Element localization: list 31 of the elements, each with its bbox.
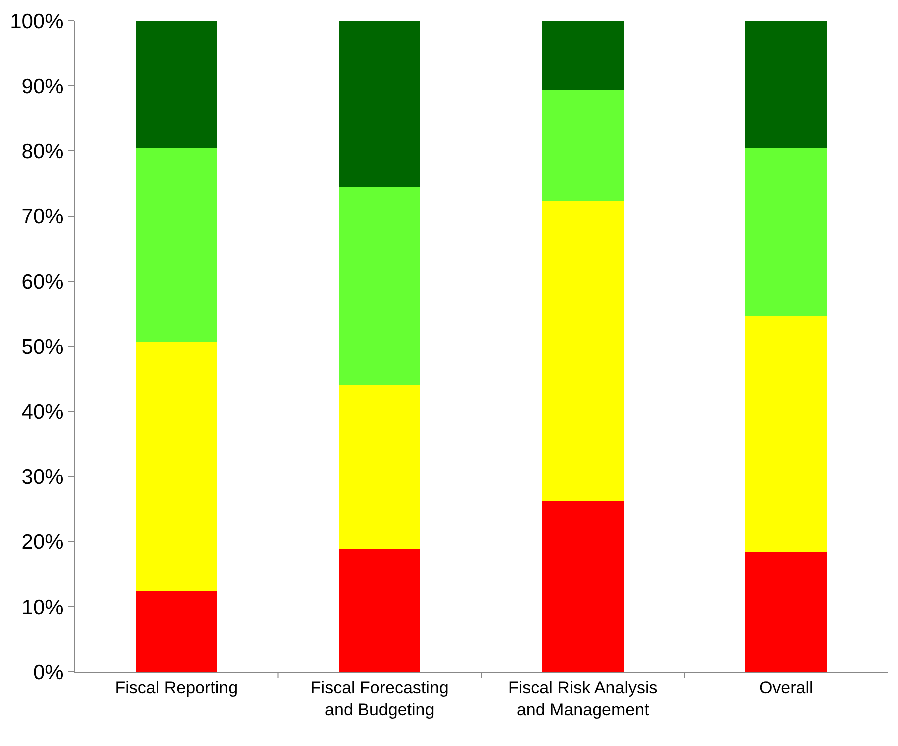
- x-tick-label: Overall: [759, 678, 814, 698]
- bar: [339, 188, 421, 386]
- bar: [542, 21, 624, 91]
- bar: [542, 500, 624, 672]
- bar: [746, 316, 828, 552]
- bar: [746, 21, 828, 149]
- y-tick-label: 0%: [33, 661, 64, 684]
- bar: [339, 386, 421, 550]
- x-tick-label: Fiscal Risk Analysis and Management: [508, 678, 658, 720]
- y-tick-label: 10%: [22, 596, 64, 620]
- bar: [339, 550, 421, 672]
- y-tick-label: 20%: [22, 531, 64, 554]
- y-tick-label: 90%: [22, 75, 64, 98]
- x-tick-label: Fiscal Forecasting and Budgeting: [310, 678, 449, 720]
- y-tick-label: 100%: [10, 10, 64, 34]
- bar: [136, 591, 218, 672]
- x-tick-label: Fiscal Reporting: [115, 678, 238, 698]
- y-tick-label: 30%: [22, 466, 64, 490]
- bar: [542, 90, 624, 202]
- y-tick-label: 70%: [22, 206, 64, 229]
- y-tick-label: 50%: [22, 336, 64, 359]
- bar: [746, 148, 828, 316]
- bar: [542, 201, 624, 501]
- y-tick-label: 40%: [22, 400, 64, 424]
- bar: [136, 21, 218, 149]
- y-tick-label: 80%: [22, 140, 64, 164]
- bar: [136, 148, 218, 342]
- bar: [746, 552, 828, 672]
- y-tick-label: 60%: [22, 270, 64, 294]
- bar: [136, 342, 218, 592]
- bar: [339, 21, 421, 188]
